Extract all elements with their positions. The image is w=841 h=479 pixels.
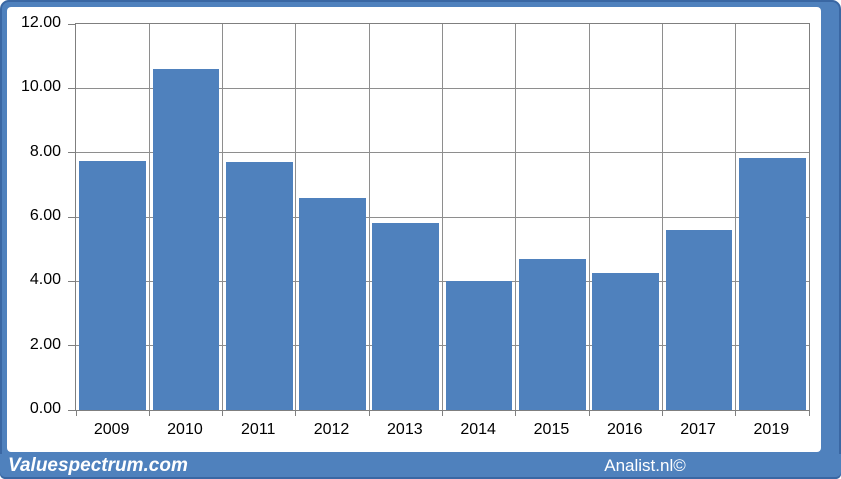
bar-2015 [519,258,586,410]
y-axis-label-6: 6.00 [29,207,61,224]
bar-2017 [665,229,733,410]
v-gridline-5 [442,24,443,410]
v-gridline-3 [295,24,297,410]
y-tick-8 [68,152,75,154]
x-axis-label-2013: 2013 [387,421,423,438]
v-gridline-8 [661,24,663,410]
y-axis-label-2: 2.00 [29,335,61,353]
bar-2013 [372,223,440,410]
x-axis-label-2016: 2016 [606,421,643,438]
v-gridline-1 [148,24,150,410]
footer-brand-valuespectrum: Valuespectrum.com [8,455,188,476]
bar-2012 [299,197,366,410]
x-tick-8 [661,411,663,416]
bar-2010 [152,69,220,410]
footer-brand-analist: Analist.nl© [604,456,686,475]
x-axis-label-2009: 2009 [93,421,130,438]
v-gridline-2 [222,24,224,410]
y-axis-label-12: 12.00 [20,14,61,31]
x-axis-label-2014: 2014 [460,421,496,438]
v-gridline-4 [368,24,370,410]
y-tick-10 [68,87,75,89]
footer-bar: Valuespectrum.com Analist.nl© [0,454,841,479]
x-tick-3 [295,411,297,416]
x-tick-7 [588,411,590,416]
y-tick-12 [68,23,75,25]
plot-area [68,23,810,416]
y-axis-label-4: 4.00 [29,271,61,289]
x-axis-label-2015: 2015 [533,421,570,438]
x-tick-9 [735,411,737,416]
x-axis-label-2011: 2011 [241,421,276,438]
x-axis-label-2012: 2012 [313,421,350,438]
y-tick-6 [68,216,75,218]
bar-2016 [592,273,660,410]
x-axis-label-2019: 2019 [753,421,790,438]
x-tick-0 [75,411,77,416]
y-axis-label-10: 10.00 [20,78,61,96]
y-tick-2 [68,345,75,347]
y-tick-0 [68,409,75,411]
x-tick-5 [442,411,443,416]
x-axis-labels: 2009 2010 2011 2012 2013 2014 2015 2016 2017 2019 [75,419,808,441]
x-axis-label-2010: 2010 [167,421,203,438]
bar-2011 [225,162,293,410]
bar-2009 [79,160,146,410]
v-gridline-7 [588,24,590,410]
x-tick-6 [515,411,517,416]
x-tick-2 [222,411,224,416]
bar-2019 [738,157,806,410]
chart-canvas: 0.00 2.00 4.00 6.00 8.00 10.00 12.00 2009 2010 2… [7,7,821,452]
v-gridline-9 [735,24,737,410]
y-axis-labels: 0.00 2.00 4.00 6.00 8.00 10.00 12.00 [7,15,68,417]
y-axis-label-8: 8.00 [29,142,61,160]
x-tick-4 [368,411,370,416]
x-tick-1 [148,411,150,416]
y-axis-label-0: 0.00 [29,400,61,417]
v-gridline-6 [515,24,517,410]
x-tick-10 [808,411,810,416]
x-axis-label-2017: 2017 [680,421,716,438]
bar-2014 [445,281,513,410]
y-tick-4 [68,280,75,282]
